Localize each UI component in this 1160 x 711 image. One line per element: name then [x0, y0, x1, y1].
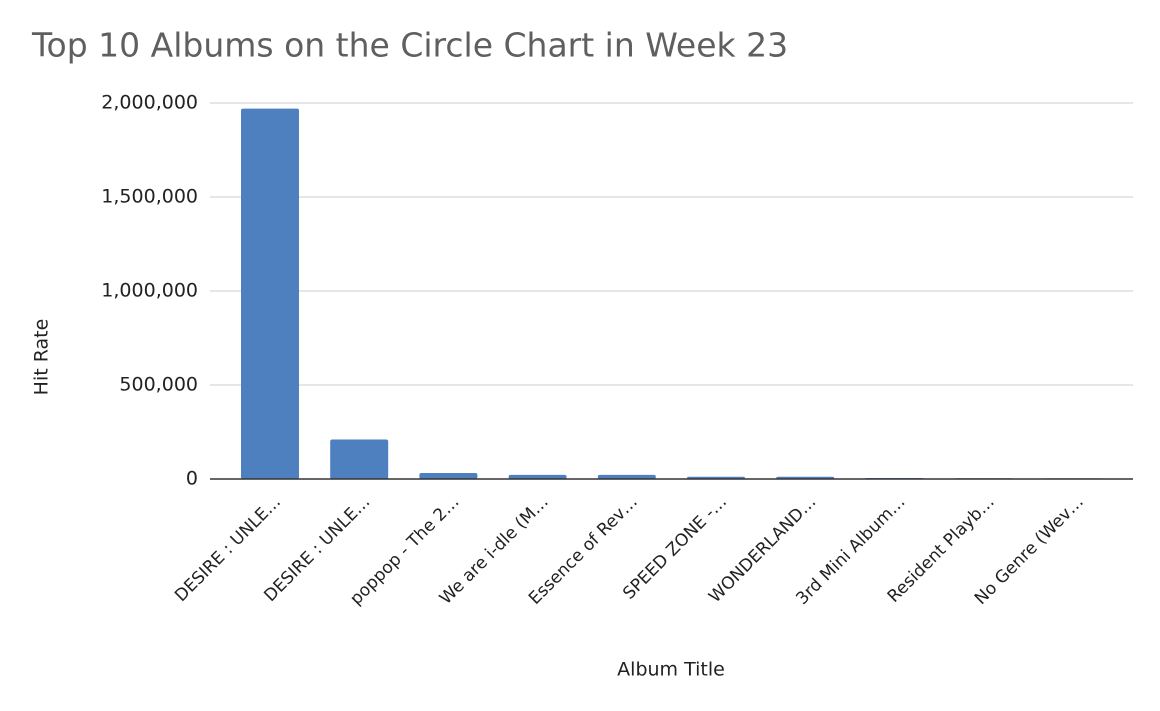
y-tick-label: 1,000,000 — [101, 280, 198, 302]
y-tick-label: 1,500,000 — [101, 186, 198, 208]
x-axis-title: Album Title — [617, 659, 725, 681]
bar — [241, 108, 299, 479]
bar — [597, 474, 656, 479]
bar — [330, 439, 389, 479]
bar — [508, 474, 567, 479]
y-tick-label: 500,000 — [119, 374, 198, 396]
y-tick-label: 0 — [186, 468, 198, 490]
y-axis-title: Hit Rate — [31, 319, 53, 396]
y-tick-label: 2,000,000 — [101, 92, 198, 114]
chart-title: Top 10 Albums on the Circle Chart in Wee… — [31, 26, 788, 65]
bar — [419, 472, 478, 479]
